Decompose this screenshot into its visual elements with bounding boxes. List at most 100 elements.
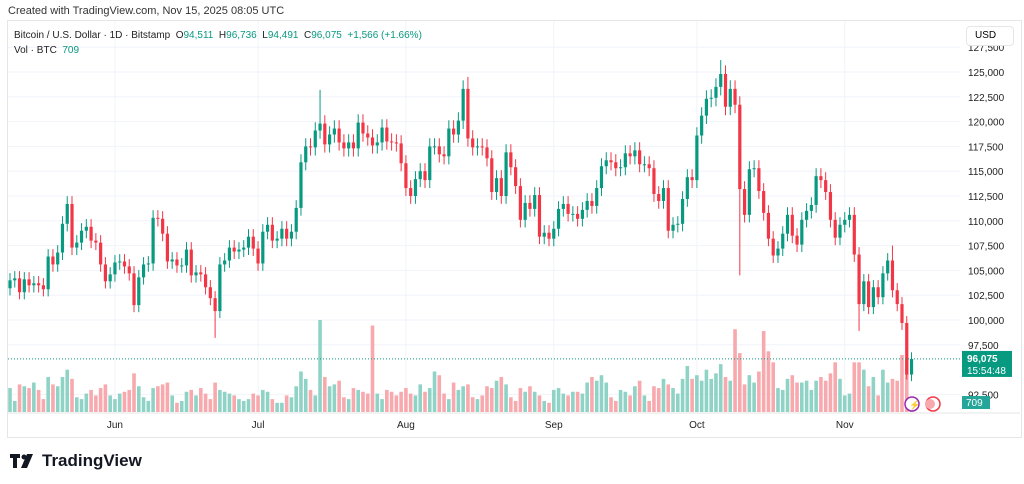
candle-body [657, 194, 661, 201]
volume-bar [308, 389, 313, 412]
x-tick-label: Jul [252, 420, 265, 431]
volume-bar [265, 391, 270, 412]
volume-bar [89, 389, 93, 412]
symbol-title[interactable]: Bitcoin / U.S. Dollar · 1D · Bitstamp [14, 30, 171, 41]
candle-body [227, 247, 232, 261]
candle-body [585, 200, 589, 210]
volume-label[interactable]: Vol · BTC [14, 45, 57, 56]
volume-bar [575, 391, 580, 412]
candle-body [867, 281, 871, 308]
candle-body [728, 88, 732, 107]
low-value: 94,491 [267, 30, 299, 41]
volume-bar [117, 393, 122, 412]
candle-body [614, 162, 618, 169]
volume-bar [537, 395, 542, 412]
candle-body [576, 213, 580, 219]
volume-bar [785, 378, 790, 412]
created-caption: Created with TradingView.com, Nov 15, 20… [8, 5, 285, 17]
volume-bar [389, 391, 394, 412]
volume-bar [561, 393, 566, 412]
volume-bar [647, 400, 651, 412]
candle-body [261, 231, 265, 264]
volume-bar [795, 382, 799, 412]
volume-bar [532, 391, 537, 412]
volume-bar [12, 400, 17, 412]
volume-bar [175, 402, 179, 412]
volume-bar [113, 399, 117, 412]
volume-bar [146, 400, 151, 412]
low-label: L [262, 30, 268, 41]
volume-bar [823, 380, 828, 412]
candle-body [843, 219, 847, 225]
x-tick-label: Aug [397, 420, 415, 431]
candle-body [385, 127, 389, 142]
candle-body [189, 249, 193, 276]
y-tick-label: 100,000 [968, 316, 1005, 327]
candle-body [561, 203, 565, 209]
volume-bar [351, 388, 356, 412]
volume-bar [594, 380, 599, 412]
candle-body [218, 264, 222, 312]
candle-body [313, 130, 317, 148]
volume-bar [408, 393, 413, 412]
volume-bar [676, 393, 680, 412]
y-tick-label: 112,500 [968, 192, 1004, 203]
volume-bar [499, 377, 504, 412]
volume-bar [780, 389, 785, 412]
candle-body [719, 73, 723, 87]
volume-bar [27, 388, 31, 412]
volume-bar [199, 388, 203, 412]
candle-body [51, 256, 55, 265]
volume-bar [256, 395, 260, 412]
candle-body [804, 210, 809, 220]
candle-body [623, 153, 627, 168]
currency-button[interactable]: USD [966, 26, 1014, 46]
candle-body [518, 186, 522, 220]
candle-body [56, 252, 60, 265]
candle-body [184, 249, 189, 266]
volume-bar [757, 371, 761, 412]
volume-bar [232, 395, 236, 412]
high-label: H [218, 30, 227, 41]
lightning-event-icon [904, 396, 920, 412]
candle-body [13, 278, 17, 281]
volume-bar [79, 399, 84, 412]
candle-body [738, 104, 742, 190]
candle-body [94, 240, 98, 243]
candle-body [380, 127, 384, 143]
candle-body [175, 259, 179, 266]
candle-body [17, 278, 22, 293]
tradingview-logo[interactable]: TradingView [10, 451, 142, 471]
candle-body [423, 171, 427, 181]
volume-bar [46, 377, 50, 412]
volume-bar [346, 399, 351, 412]
candle-body [628, 153, 632, 157]
volume-bar [17, 384, 22, 412]
candle-body [265, 224, 270, 232]
volume-bar [451, 382, 456, 412]
candle-body [666, 188, 670, 231]
candle-body [432, 146, 437, 148]
volume-bar [680, 378, 685, 412]
volume-bar [652, 386, 656, 412]
candle-body [452, 128, 456, 135]
candle-body [509, 152, 513, 168]
candle-body [781, 233, 785, 249]
candle-body [828, 192, 833, 220]
volume-bar [661, 378, 666, 412]
volume-bar [437, 375, 442, 412]
volume-bar [599, 375, 604, 412]
candle-body [347, 142, 351, 149]
candle-body [752, 168, 756, 170]
candle-body [566, 203, 570, 214]
candle-body [208, 287, 212, 299]
chart-frame [7, 20, 1022, 438]
volume-bar [609, 397, 613, 412]
volume-bar [356, 389, 361, 412]
candle-body [514, 167, 518, 187]
candle-body [466, 88, 470, 139]
volume-bar [122, 391, 127, 412]
volume-bar [318, 320, 322, 412]
volume-bar [427, 388, 432, 412]
